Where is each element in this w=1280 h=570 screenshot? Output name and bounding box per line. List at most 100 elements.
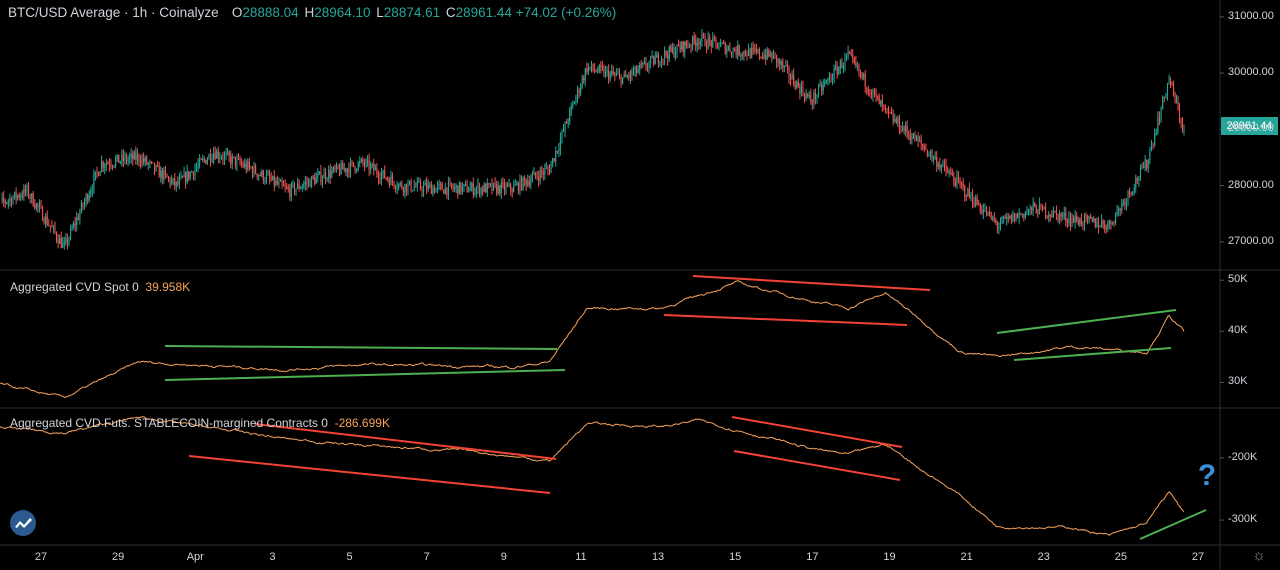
candle-body: [698, 42, 700, 45]
candle-body: [603, 68, 605, 76]
candle-body: [390, 176, 392, 186]
y-tick-label: -200K: [1228, 450, 1258, 463]
candle-body: [833, 67, 835, 80]
candle-body: [362, 159, 364, 163]
candle-body: [578, 89, 580, 94]
candle-body: [528, 181, 530, 186]
candle-body: [74, 223, 76, 226]
spot-cvd-legend[interactable]: Aggregated CVD Spot 0 39.958K: [10, 280, 190, 294]
candle-body: [312, 176, 314, 178]
candle-body: [650, 57, 652, 63]
candle-body: [157, 165, 159, 167]
symbol-title[interactable]: BTC/USD Average · 1h · Coinalyze: [8, 5, 219, 20]
candle-body: [419, 181, 421, 189]
candle-body: [135, 152, 137, 160]
candle-body: [741, 54, 743, 56]
candle-body: [267, 174, 269, 176]
candle-body: [562, 130, 565, 132]
candle-body: [1003, 217, 1005, 219]
candle-body: [727, 46, 729, 50]
candle-body: [608, 70, 610, 80]
candle-body: [984, 208, 986, 210]
futures-cvd-legend[interactable]: Aggregated CVD Futs. STABLECOIN-margined…: [10, 416, 390, 430]
candle-body: [1087, 215, 1089, 219]
candle-body: [594, 69, 596, 71]
gear-icon[interactable]: ☼: [1252, 547, 1266, 564]
candle-body: [662, 58, 664, 60]
candle-body: [423, 185, 425, 192]
y-tick-label: 31000.00: [1228, 9, 1274, 22]
candle-body: [732, 48, 734, 54]
candle-body: [104, 165, 106, 168]
candle-body: [951, 172, 953, 177]
candle-body: [194, 169, 196, 176]
candle-body: [917, 136, 919, 141]
candle-body: [35, 203, 37, 209]
candle-body: [566, 122, 568, 124]
candle-body: [674, 52, 677, 57]
candle-body: [250, 166, 252, 168]
candle-body: [1094, 218, 1096, 227]
tradingview-logo-icon[interactable]: [10, 510, 36, 536]
candle-body: [321, 178, 324, 183]
candle-body: [18, 195, 20, 198]
candle-body: [437, 185, 439, 188]
x-tick-label: 25: [1114, 551, 1127, 563]
ohlc-close-key: C: [445, 5, 456, 20]
candle-body: [370, 165, 372, 171]
candle-body: [1018, 213, 1020, 218]
candle-body: [225, 153, 227, 155]
candle-body: [709, 37, 711, 41]
candle-body: [199, 158, 201, 165]
candle-body: [954, 181, 956, 186]
candle-body: [600, 65, 602, 67]
candle-body: [270, 178, 272, 180]
candle-body: [636, 66, 638, 73]
candle-body: [1076, 216, 1078, 221]
candle-body: [332, 167, 334, 172]
candle-body: [783, 65, 785, 68]
candle-body: [1107, 224, 1109, 229]
candle-body: [1029, 206, 1031, 210]
candle-body: [129, 156, 131, 160]
candle-body: [379, 178, 381, 180]
candle-body: [947, 170, 949, 174]
candle-body: [1073, 217, 1075, 223]
candle-body: [339, 168, 341, 175]
ohlc-low-key: L: [376, 5, 384, 20]
candle-body: [1147, 160, 1149, 169]
candle-body: [110, 165, 112, 167]
candle-body: [514, 184, 516, 186]
symbol-legend[interactable]: BTC/USD Average · 1h · Coinalyze O28888.…: [8, 5, 616, 20]
candle-body: [491, 183, 493, 191]
candle-body: [880, 100, 882, 105]
candle-body: [382, 170, 384, 174]
red-trendline: [731, 416, 903, 448]
candle-body: [631, 71, 633, 75]
candle-body: [1149, 150, 1151, 161]
candle-body: [502, 183, 504, 185]
candle-body: [1155, 132, 1157, 135]
candle-body: [455, 185, 457, 188]
candle-body: [821, 84, 823, 91]
candle-body: [1118, 208, 1120, 211]
candle-body: [967, 188, 969, 197]
candle-body: [1079, 218, 1081, 225]
candle-body: [786, 65, 788, 68]
candle-body: [791, 74, 793, 80]
x-tick-label: 11: [575, 551, 587, 563]
candle-body: [520, 178, 523, 190]
candle-body: [1062, 215, 1064, 217]
candle-body: [530, 180, 532, 186]
candle-body: [441, 184, 443, 190]
candle-body: [1166, 83, 1169, 96]
candle-body: [807, 94, 809, 97]
candle-body: [632, 71, 635, 75]
candle-body: [433, 187, 435, 193]
candle-body: [1063, 212, 1065, 216]
candle-body: [794, 84, 796, 89]
candle-body: [1049, 214, 1051, 216]
candle-body: [28, 185, 30, 197]
candle-body: [489, 183, 491, 185]
